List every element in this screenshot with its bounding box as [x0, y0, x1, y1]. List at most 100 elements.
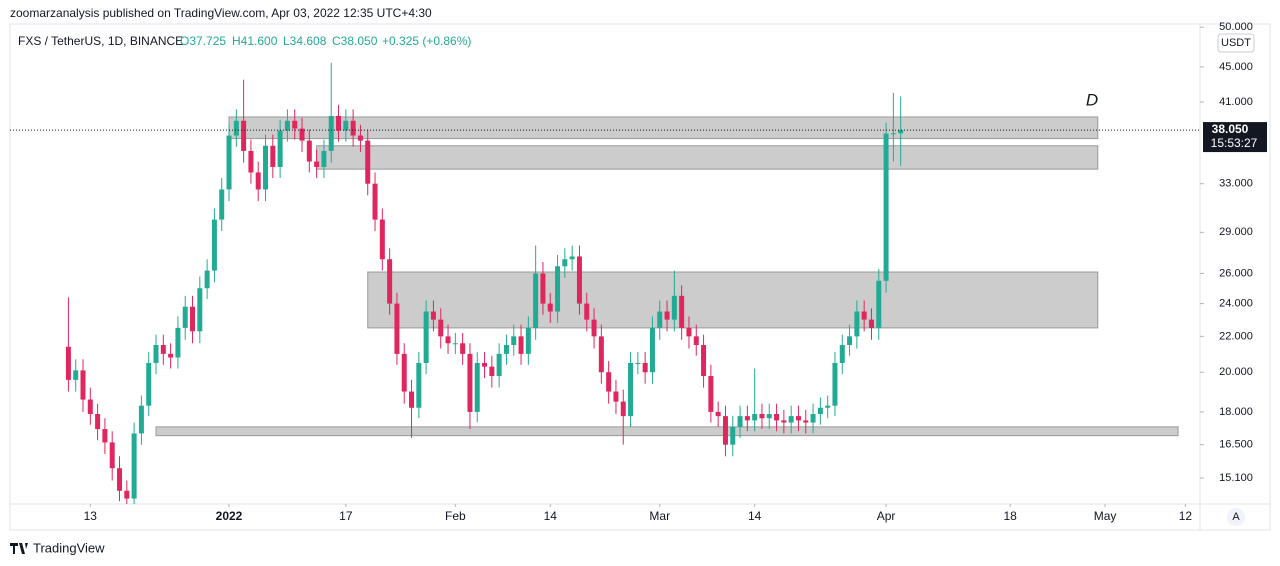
- candle-body: [576, 256, 582, 304]
- candle-body: [146, 362, 152, 406]
- candle-body: [474, 362, 480, 412]
- candle-body: [131, 433, 137, 499]
- zone: [155, 426, 1179, 437]
- candle-body: [153, 345, 159, 363]
- auto-scale-button[interactable]: [1227, 508, 1245, 526]
- candle-body: [701, 345, 707, 377]
- candle-body: [744, 416, 750, 421]
- candle-body: [379, 219, 385, 260]
- candle-body: [197, 288, 203, 332]
- candle-body: [117, 468, 123, 491]
- y-tick-label: 24.000: [1219, 298, 1253, 310]
- countdown: 15:53:27: [1211, 136, 1258, 150]
- y-tick-label: 16.500: [1219, 439, 1253, 451]
- candle-body: [452, 343, 458, 345]
- y-tick-label: 41.000: [1219, 96, 1253, 108]
- candle-body: [299, 128, 305, 141]
- x-tick-label: Apr: [877, 509, 896, 523]
- candle-body: [65, 346, 71, 380]
- candle-body: [168, 353, 174, 358]
- y-tick-label: 20.000: [1219, 366, 1253, 378]
- candle-body: [284, 120, 290, 131]
- candle-body: [496, 353, 502, 377]
- candle-body: [715, 411, 721, 417]
- currency: USDT: [1221, 37, 1251, 49]
- candle-body: [138, 405, 144, 434]
- candle-body: [854, 311, 860, 337]
- candle-body: [525, 327, 531, 354]
- candle-body: [226, 135, 232, 190]
- candle-body: [730, 426, 736, 445]
- candle-body: [372, 183, 378, 220]
- candle-body: [781, 420, 787, 423]
- candle-body: [693, 336, 699, 346]
- candle-body: [394, 303, 400, 354]
- candle-body: [409, 391, 415, 408]
- candle-body: [219, 189, 225, 220]
- y-tick-label: 45.000: [1219, 61, 1253, 73]
- last-price-tag: [1203, 122, 1267, 153]
- candle-body: [314, 161, 320, 167]
- candle-body: [350, 120, 356, 136]
- candle-body: [73, 370, 79, 380]
- candle-body: [591, 319, 597, 337]
- candle-body: [190, 306, 196, 332]
- candle-body: [241, 120, 247, 151]
- candle-body: [788, 416, 794, 423]
- candle-body: [270, 145, 276, 167]
- candle-body: [664, 311, 670, 320]
- x-tick-label: Mar: [649, 509, 670, 523]
- candle-body: [365, 140, 371, 184]
- candle-body: [211, 219, 217, 271]
- candle-body: [722, 416, 728, 445]
- x-tick-label: Feb: [445, 509, 466, 523]
- y-tick-label: 15.100: [1219, 472, 1253, 484]
- candle-body: [357, 135, 363, 141]
- candle-body: [80, 370, 86, 400]
- candle-body: [277, 130, 283, 167]
- currency-box[interactable]: [1217, 33, 1255, 53]
- candle-body: [460, 343, 466, 354]
- candle-body: [737, 416, 743, 427]
- candle-body: [642, 362, 648, 373]
- candle-body: [503, 345, 509, 354]
- candle-body: [817, 407, 823, 415]
- branding: TradingView: [33, 540, 105, 555]
- candle-body: [832, 362, 838, 406]
- candle-body: [613, 391, 619, 402]
- candle-body: [511, 336, 517, 346]
- candle-body: [657, 311, 663, 328]
- y-tick-label: 29.000: [1219, 226, 1253, 238]
- candle-body: [321, 150, 327, 167]
- candle-body: [752, 414, 758, 421]
- candle-body: [423, 311, 429, 363]
- candle-body: [292, 120, 298, 129]
- logo: TradingView: [10, 540, 105, 555]
- candle-body: [233, 120, 239, 136]
- candle-body: [620, 401, 626, 417]
- candle-body: [387, 259, 393, 304]
- candle-body: [606, 372, 612, 392]
- change: +0.325 (+0.86%): [382, 34, 471, 48]
- candle-body: [708, 376, 714, 412]
- y-tick-label: 18.000: [1219, 406, 1253, 418]
- ohlc-open: O37.725: [180, 34, 226, 48]
- auto-scale-label: A: [1232, 511, 1240, 523]
- published-note: zoomarzanalysis published on TradingView…: [10, 6, 432, 20]
- x-tick-label: May: [1094, 509, 1117, 523]
- candle-body: [204, 270, 210, 289]
- candle-body: [175, 327, 181, 358]
- candle-body: [467, 353, 473, 412]
- candle-body: [263, 145, 269, 190]
- candle-body: [87, 399, 93, 415]
- candle-body: [686, 327, 692, 337]
- ohlc-high: H41.600: [232, 34, 278, 48]
- x-tick-label: 14: [748, 509, 762, 523]
- legend: FXS / TetherUS, 1D, BINANCE O37.725 H41.…: [18, 34, 471, 48]
- ohlc-low: L34.608: [283, 34, 327, 48]
- candle-body: [774, 414, 780, 421]
- candle-body: [883, 133, 889, 281]
- candle-body: [547, 303, 553, 312]
- candle-body: [109, 442, 115, 469]
- zone: [228, 116, 1099, 140]
